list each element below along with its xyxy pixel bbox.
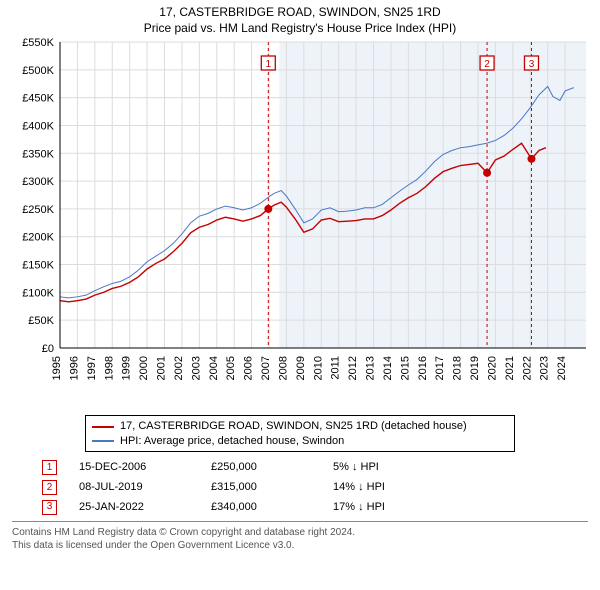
chart-title-line2: Price paid vs. HM Land Registry's House … (8, 20, 592, 36)
sale-event-row: 3 25-JAN-2022 £340,000 17% ↓ HPI (42, 498, 592, 518)
svg-text:2019: 2019 (469, 356, 481, 380)
svg-text:2011: 2011 (330, 356, 342, 380)
sale-price: £340,000 (211, 498, 311, 518)
chart-area: £0 £50K £100K £150K £200K £250K £300K £350K £400… (8, 38, 592, 413)
svg-text:£50K: £50K (28, 316, 54, 328)
svg-text:2024: 2024 (556, 356, 568, 380)
svg-text:2015: 2015 (399, 356, 411, 380)
sale-price: £315,000 (211, 478, 311, 498)
svg-text:2006: 2006 (243, 356, 255, 380)
svg-text:£400K: £400K (22, 121, 54, 133)
svg-text:2013: 2013 (365, 356, 377, 380)
legend-swatch-property (92, 426, 114, 428)
svg-text:2: 2 (484, 59, 490, 70)
footer-attribution: Contains HM Land Registry data © Crown c… (12, 521, 588, 552)
svg-text:1996: 1996 (68, 356, 80, 380)
legend-label-property: 17, CASTERBRIDGE ROAD, SWINDON, SN25 1RD… (120, 419, 467, 433)
svg-text:£550K: £550K (22, 38, 54, 49)
footer-line1: Contains HM Land Registry data © Crown c… (12, 526, 588, 539)
svg-text:£500K: £500K (22, 65, 54, 77)
sale-pct: 5% ↓ HPI (333, 458, 379, 478)
sale-marker-2: 2 (42, 480, 57, 495)
svg-text:2007: 2007 (260, 356, 272, 380)
sale-price: £250,000 (211, 458, 311, 478)
svg-text:2023: 2023 (539, 356, 551, 380)
svg-text:2012: 2012 (347, 356, 359, 380)
svg-text:1: 1 (266, 59, 272, 70)
svg-text:2021: 2021 (504, 356, 516, 380)
sale-date: 15-DEC-2006 (79, 458, 189, 478)
sale-pct: 17% ↓ HPI (333, 498, 385, 518)
svg-text:2018: 2018 (452, 356, 464, 380)
svg-text:2008: 2008 (277, 356, 289, 380)
svg-text:2020: 2020 (486, 356, 498, 380)
sale-pct: 14% ↓ HPI (333, 478, 385, 498)
svg-text:1998: 1998 (103, 356, 115, 380)
svg-text:1995: 1995 (51, 356, 63, 380)
svg-text:£350K: £350K (22, 149, 54, 161)
svg-text:£100K: £100K (22, 288, 54, 300)
svg-text:£250K: £250K (22, 204, 54, 216)
svg-text:1999: 1999 (121, 356, 133, 380)
sale-marker-3: 3 (42, 500, 57, 515)
svg-text:2010: 2010 (312, 356, 324, 380)
svg-text:2017: 2017 (434, 356, 446, 380)
svg-text:£300K: £300K (22, 176, 54, 188)
chart-title-line1: 17, CASTERBRIDGE ROAD, SWINDON, SN25 1RD (8, 4, 592, 20)
svg-text:2009: 2009 (295, 356, 307, 380)
svg-text:1997: 1997 (86, 356, 98, 380)
sale-marker-1: 1 (42, 460, 57, 475)
legend-label-hpi: HPI: Average price, detached house, Swin… (120, 434, 344, 448)
sale-date: 08-JUL-2019 (79, 478, 189, 498)
svg-text:2005: 2005 (225, 356, 237, 380)
svg-text:2000: 2000 (138, 356, 150, 380)
svg-text:£150K: £150K (22, 260, 54, 272)
svg-text:2003: 2003 (190, 356, 202, 380)
svg-text:2014: 2014 (382, 356, 394, 380)
svg-text:2004: 2004 (208, 356, 220, 380)
sale-events-table: 1 15-DEC-2006 £250,000 5% ↓ HPI 2 08-JUL-2019… (42, 458, 592, 517)
svg-text:3: 3 (529, 59, 535, 70)
sale-date: 25-JAN-2022 (79, 498, 189, 518)
footer-line2: This data is licensed under the Open Gov… (12, 539, 588, 552)
sale-event-row: 1 15-DEC-2006 £250,000 5% ↓ HPI (42, 458, 592, 478)
legend-box: 17, CASTERBRIDGE ROAD, SWINDON, SN25 1RD… (85, 415, 515, 452)
legend-swatch-hpi (92, 440, 114, 442)
svg-text:£0: £0 (42, 343, 54, 355)
svg-text:£450K: £450K (22, 93, 54, 105)
svg-text:2001: 2001 (156, 356, 168, 380)
svg-text:2022: 2022 (521, 356, 533, 380)
sale-event-row: 2 08-JUL-2019 £315,000 14% ↓ HPI (42, 478, 592, 498)
svg-text:2002: 2002 (173, 356, 185, 380)
svg-text:£200K: £200K (22, 232, 54, 244)
svg-text:2016: 2016 (417, 356, 429, 380)
